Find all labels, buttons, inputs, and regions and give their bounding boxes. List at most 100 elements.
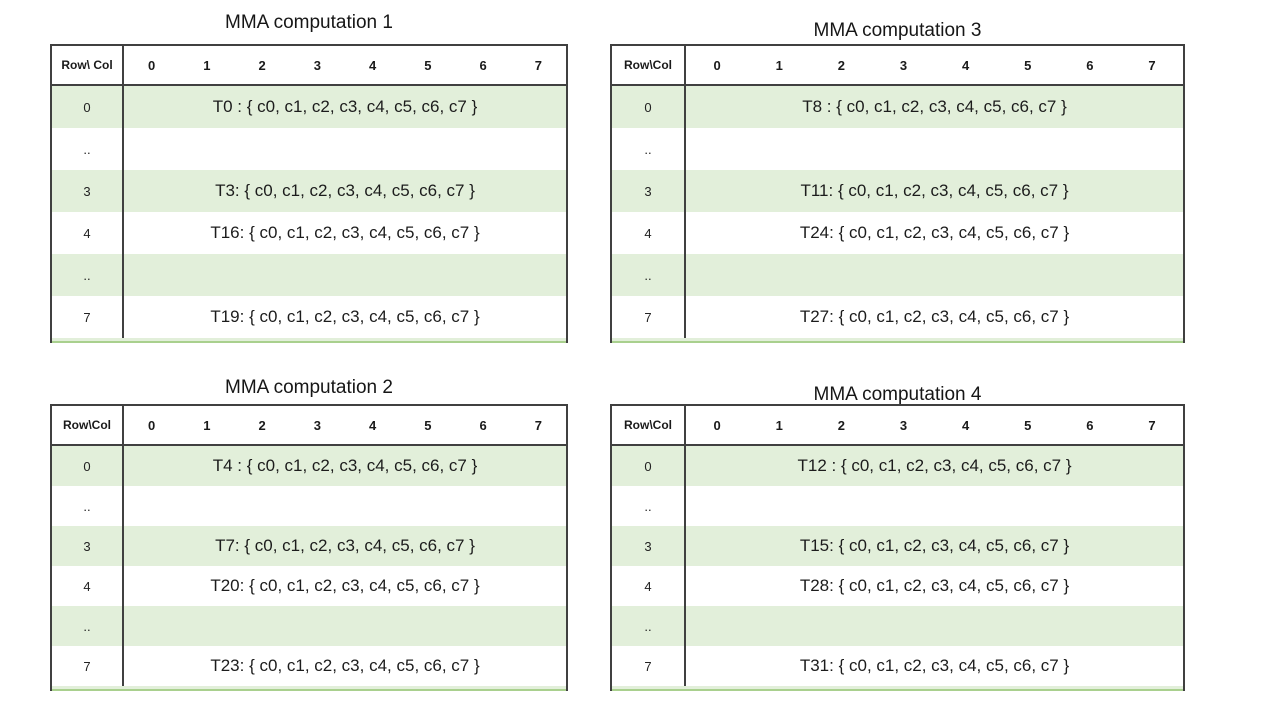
cutoff-row-sliver — [52, 686, 566, 691]
row-label: 0 — [52, 446, 124, 486]
row-content: T11: { c0, c1, c2, c3, c4, c5, c6, c7 } — [800, 181, 1069, 200]
column-headers: 0 1 2 3 4 5 6 7 — [124, 406, 566, 444]
col-header: 1 — [203, 57, 211, 73]
col-header: 4 — [369, 417, 377, 433]
row-label: 0 — [612, 446, 686, 486]
col-header: 6 — [479, 57, 487, 73]
row-content — [124, 254, 566, 296]
mma-table-4: Row\Col 0 1 2 3 4 5 6 7 0 T12 : { c0, c1… — [610, 404, 1185, 691]
row-content: T7: { c0, c1, c2, c3, c4, c5, c6, c7 } — [215, 536, 475, 555]
col-header: 1 — [775, 417, 783, 433]
row-content: T31: { c0, c1, c2, c3, c4, c5, c6, c7 } — [799, 656, 1070, 675]
table-title-mma-4: MMA computation 4 — [813, 384, 982, 405]
header-row: Row\ Col 0 1 2 3 4 5 6 7 — [52, 46, 566, 86]
mma-table-2: Row\Col 0 1 2 3 4 5 6 7 0 T4 : { c0, c1,… — [50, 404, 568, 691]
row-label: .. — [52, 606, 124, 646]
table-row: 3 T15: { c0, c1, c2, c3, c4, c5, c6, c7 … — [612, 526, 1183, 566]
row-content: T27: { c0, c1, c2, c3, c4, c5, c6, c7 } — [799, 307, 1070, 326]
row-label: 3 — [52, 170, 124, 212]
row-content: T28: { c0, c1, c2, c3, c4, c5, c6, c7 } — [799, 576, 1070, 595]
row-label: .. — [52, 254, 124, 296]
col-header: 2 — [258, 417, 266, 433]
col-header: 0 — [148, 57, 156, 73]
header-row: Row\Col 0 1 2 3 4 5 6 7 — [52, 406, 566, 446]
row-content — [124, 128, 566, 170]
table-row: 7 T31: { c0, c1, c2, c3, c4, c5, c6, c7 … — [612, 646, 1183, 686]
row-label: 7 — [52, 646, 124, 686]
table-row: 4 T24: { c0, c1, c2, c3, c4, c5, c6, c7 … — [612, 212, 1183, 254]
col-header: 6 — [479, 417, 487, 433]
col-header: 4 — [961, 417, 970, 433]
table-row: 3 T3: { c0, c1, c2, c3, c4, c5, c6, c7 } — [52, 170, 566, 212]
table-row: 7 T23: { c0, c1, c2, c3, c4, c5, c6, c7 … — [52, 646, 566, 686]
col-header: 5 — [1024, 417, 1032, 433]
row-label: .. — [612, 606, 686, 646]
row-label: 3 — [612, 170, 686, 212]
table-row: 0 T12 : { c0, c1, c2, c3, c4, c5, c6, c7… — [612, 446, 1183, 486]
header-row: Row\Col 0 1 2 3 4 5 6 7 — [612, 46, 1183, 86]
row-content — [686, 486, 1183, 526]
row-content — [124, 606, 566, 646]
table-row: 4 T16: { c0, c1, c2, c3, c4, c5, c6, c7 … — [52, 212, 566, 254]
col-header: 3 — [313, 57, 321, 73]
mma-table-1: Row\ Col 0 1 2 3 4 5 6 7 0 T0 : { c0, c1… — [50, 44, 568, 343]
row-label: 0 — [612, 86, 686, 128]
row-content — [686, 128, 1183, 170]
col-header: 6 — [1086, 57, 1094, 73]
row-content: T8 : { c0, c1, c2, c3, c4, c5, c6, c7 } — [802, 97, 1067, 116]
row-label: .. — [612, 254, 686, 296]
table-row: .. — [52, 486, 566, 526]
table-title-mma-3: MMA computation 3 — [813, 20, 982, 41]
row-content: T23: { c0, c1, c2, c3, c4, c5, c6, c7 } — [210, 656, 480, 675]
col-header: 1 — [203, 417, 211, 433]
row-content: T24: { c0, c1, c2, c3, c4, c5, c6, c7 } — [799, 223, 1070, 242]
col-header: 4 — [369, 57, 377, 73]
col-header: 3 — [313, 417, 321, 433]
row-content: T12 : { c0, c1, c2, c3, c4, c5, c6, c7 } — [797, 456, 1072, 475]
row-content: T3: { c0, c1, c2, c3, c4, c5, c6, c7 } — [215, 181, 475, 200]
column-headers: 0 1 2 3 4 5 6 7 — [124, 46, 566, 84]
cutoff-row-sliver — [52, 338, 566, 343]
table-row: 0 T8 : { c0, c1, c2, c3, c4, c5, c6, c7 … — [612, 86, 1183, 128]
table-row: .. — [612, 486, 1183, 526]
table-row: 3 T7: { c0, c1, c2, c3, c4, c5, c6, c7 } — [52, 526, 566, 566]
col-header: 7 — [534, 417, 542, 433]
row-content: T15: { c0, c1, c2, c3, c4, c5, c6, c7 } — [799, 536, 1070, 555]
corner-header-cell: Row\ Col — [52, 46, 124, 84]
table-row: 3 T11: { c0, c1, c2, c3, c4, c5, c6, c7 … — [612, 170, 1183, 212]
col-header: 5 — [424, 57, 432, 73]
row-label: .. — [612, 486, 686, 526]
col-header: 4 — [961, 57, 970, 73]
col-header: 0 — [148, 417, 156, 433]
corner-header-cell: Row\Col — [612, 406, 686, 444]
row-label: 4 — [612, 212, 686, 254]
column-headers: 0 1 2 3 4 5 6 7 — [686, 46, 1183, 84]
row-content: T0 : { c0, c1, c2, c3, c4, c5, c6, c7 } — [212, 97, 478, 116]
col-header: 5 — [424, 417, 432, 433]
row-content: T4 : { c0, c1, c2, c3, c4, c5, c6, c7 } — [212, 456, 478, 475]
col-header: 7 — [534, 57, 542, 73]
row-content: T16: { c0, c1, c2, c3, c4, c5, c6, c7 } — [210, 223, 480, 242]
table-row: 7 T27: { c0, c1, c2, c3, c4, c5, c6, c7 … — [612, 296, 1183, 338]
col-header: 3 — [899, 417, 908, 433]
col-header: 7 — [1148, 57, 1156, 73]
table-row: 4 T20: { c0, c1, c2, c3, c4, c5, c6, c7 … — [52, 566, 566, 606]
table-row: 7 T19: { c0, c1, c2, c3, c4, c5, c6, c7 … — [52, 296, 566, 338]
row-label: 7 — [612, 296, 686, 338]
row-label: 3 — [52, 526, 124, 566]
row-content — [124, 486, 566, 526]
table-row: .. — [612, 254, 1183, 296]
col-header: 5 — [1024, 57, 1032, 73]
table-row: 4 T28: { c0, c1, c2, c3, c4, c5, c6, c7 … — [612, 566, 1183, 606]
row-label: 4 — [52, 566, 124, 606]
table-row: .. — [52, 254, 566, 296]
col-header: 0 — [713, 417, 721, 433]
row-content — [686, 606, 1183, 646]
row-label: 4 — [52, 212, 124, 254]
col-header: 0 — [713, 57, 721, 73]
row-label: 0 — [52, 86, 124, 128]
row-content: T20: { c0, c1, c2, c3, c4, c5, c6, c7 } — [210, 576, 480, 595]
mma-table-3: Row\Col 0 1 2 3 4 5 6 7 0 T8 : { c0, c1,… — [610, 44, 1185, 343]
row-label: 3 — [612, 526, 686, 566]
table-row: 0 T4 : { c0, c1, c2, c3, c4, c5, c6, c7 … — [52, 446, 566, 486]
